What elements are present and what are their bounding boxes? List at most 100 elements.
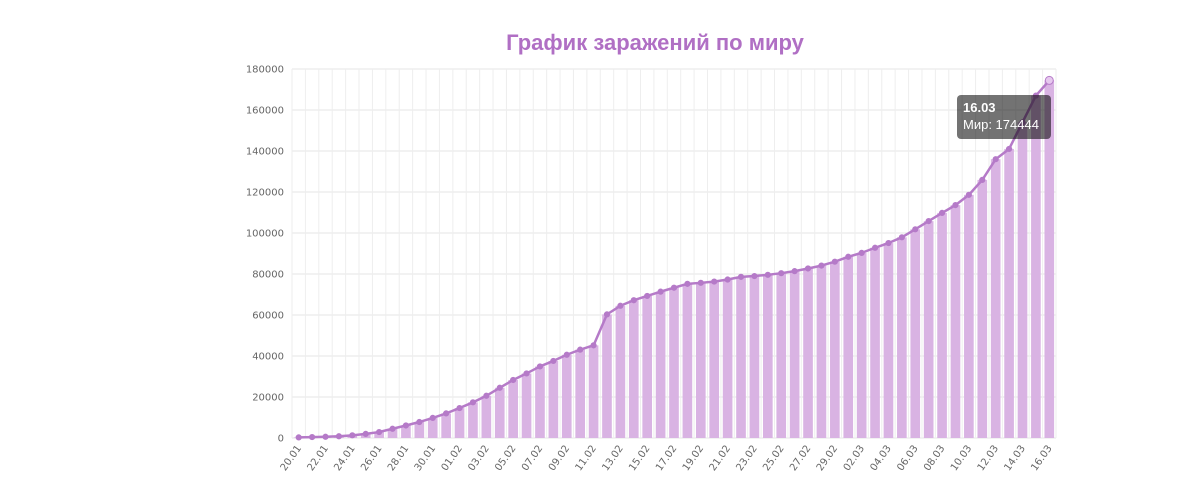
y-tick-label: 160000 <box>246 106 284 117</box>
x-tick-label: 30.01 <box>413 443 438 473</box>
data-point <box>510 376 517 384</box>
data-point <box>483 392 490 399</box>
bar <box>602 314 612 438</box>
data-point <box>630 297 637 304</box>
data-point <box>724 276 731 283</box>
bar <box>722 279 733 438</box>
tooltip-value: Мир: 174444 <box>963 117 1039 132</box>
y-tick-label: 100000 <box>246 229 284 240</box>
bar <box>521 373 532 438</box>
data-point <box>871 244 879 251</box>
x-axis-tick-labels: 20.01 22.01 24.01 26.01 28.01 30.01 01.02 03.02… <box>279 443 1055 473</box>
x-tick-label: 04.03 <box>868 443 893 473</box>
x-tick-label: 26.01 <box>359 443 384 473</box>
x-tick-label: 17.02 <box>654 443 679 473</box>
bar <box>561 354 572 438</box>
x-tick-label: 12.03 <box>976 443 1001 473</box>
data-point <box>992 156 999 163</box>
data-point <box>295 434 302 441</box>
data-point <box>858 249 865 256</box>
x-tick-label: 03.02 <box>466 443 491 473</box>
bar <box>1044 80 1055 438</box>
bar <box>910 229 921 438</box>
data-point <box>845 253 852 260</box>
data-point <box>443 410 450 417</box>
bar <box>387 428 398 438</box>
bar <box>736 276 746 438</box>
data-point <box>617 302 624 309</box>
bar <box>494 387 505 438</box>
bar <box>508 379 518 438</box>
bar <box>816 265 827 438</box>
x-tick-label: 13.02 <box>600 443 625 473</box>
bar <box>950 205 961 438</box>
data-point <box>523 370 530 377</box>
bar <box>977 179 988 438</box>
bar <box>709 281 720 438</box>
series-points <box>295 75 1054 441</box>
data-point <box>912 226 919 233</box>
data-point <box>818 262 825 269</box>
x-tick-label: 08.03 <box>922 443 947 473</box>
bar <box>588 345 599 438</box>
bar <box>441 413 451 438</box>
x-tick-label: 01.02 <box>440 443 465 473</box>
data-point <box>429 414 436 422</box>
bar <box>830 261 840 438</box>
bar <box>789 271 800 438</box>
y-axis-tick-labels: 0 20000 40000 60000 80000 100000 120000 140000 1… <box>246 65 284 445</box>
data-point <box>898 234 905 241</box>
y-tick-label: 120000 <box>246 188 284 199</box>
data-point <box>804 265 812 272</box>
data-point <box>456 404 463 412</box>
bar <box>481 395 492 438</box>
bar <box>427 417 438 438</box>
bar <box>897 237 907 438</box>
x-tick-label: 29.02 <box>815 443 840 473</box>
y-tick-label: 180000 <box>246 65 284 76</box>
bar <box>883 243 894 438</box>
data-point <box>496 384 503 391</box>
bar <box>803 268 813 438</box>
bars <box>293 80 1055 439</box>
bar <box>575 349 586 438</box>
data-point <box>684 280 691 287</box>
bar <box>535 366 545 438</box>
data-point <box>563 351 570 358</box>
data-point <box>389 425 396 432</box>
tooltip: 16.03 Мир: 174444 <box>957 95 1051 139</box>
x-tick-label: 22.01 <box>306 443 331 473</box>
data-point <box>938 209 946 217</box>
data-point <box>402 422 410 429</box>
bar <box>655 291 666 438</box>
data-point <box>697 279 704 286</box>
data-point <box>711 278 718 285</box>
bar <box>401 425 411 438</box>
x-tick-label: 25.02 <box>761 443 786 473</box>
x-tick-label: 10.03 <box>949 443 974 473</box>
bar <box>762 274 773 438</box>
x-tick-label: 27.02 <box>788 443 813 473</box>
bar <box>749 276 760 438</box>
data-point <box>885 239 892 247</box>
x-tick-label: 02.03 <box>842 443 867 473</box>
data-point <box>965 191 972 198</box>
bar <box>1031 95 1041 439</box>
x-tick-label: 23.02 <box>734 443 759 473</box>
bar <box>615 305 626 438</box>
bar <box>856 252 867 438</box>
bar <box>923 221 934 438</box>
data-point <box>751 272 758 280</box>
y-tick-label: 80000 <box>252 270 284 281</box>
data-point <box>670 284 678 291</box>
x-tick-label: 09.02 <box>547 443 572 473</box>
bar <box>454 408 465 438</box>
bar <box>1004 148 1014 438</box>
x-tick-label: 21.02 <box>708 443 733 473</box>
bar <box>628 300 639 438</box>
data-point <box>577 346 584 353</box>
data-point <box>1044 75 1054 85</box>
y-tick-label: 40000 <box>252 352 284 363</box>
data-point <box>831 258 838 265</box>
data-point <box>349 432 356 439</box>
